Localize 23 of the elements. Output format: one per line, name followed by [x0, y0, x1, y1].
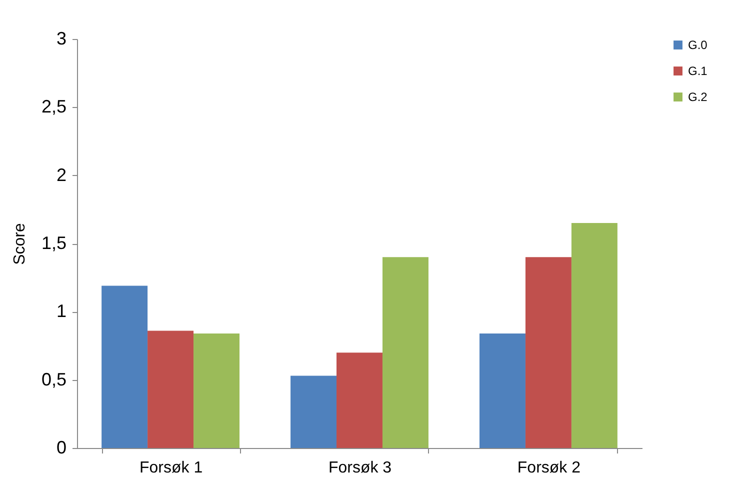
- legend-label: G.1: [688, 64, 708, 78]
- y-tick-label: 2,5: [41, 96, 66, 117]
- bar: [102, 286, 148, 448]
- bar: [525, 257, 572, 448]
- bar: [194, 333, 240, 448]
- bar: [148, 330, 194, 448]
- y-tick-label: 3: [56, 28, 66, 48]
- y-axis-title: Score: [11, 223, 28, 265]
- y-tick-label: 1,5: [41, 233, 66, 253]
- y-tick-label: 0,5: [41, 369, 66, 390]
- bar: [571, 223, 618, 448]
- x-tick-label: Forsøk 1: [139, 460, 203, 476]
- y-tick-label: 2: [56, 164, 66, 185]
- bar: [479, 333, 526, 448]
- y-tick-label: 0: [56, 438, 66, 458]
- bar: [336, 352, 382, 448]
- legend-label: G.2: [688, 90, 708, 104]
- bar: [382, 257, 428, 448]
- y-tick-label: 1: [56, 301, 66, 322]
- bar: [290, 376, 337, 448]
- x-tick-label: Forsøk 2: [517, 460, 581, 476]
- legend-label: G.0: [688, 38, 708, 52]
- x-tick-label: Forsøk 3: [328, 460, 392, 476]
